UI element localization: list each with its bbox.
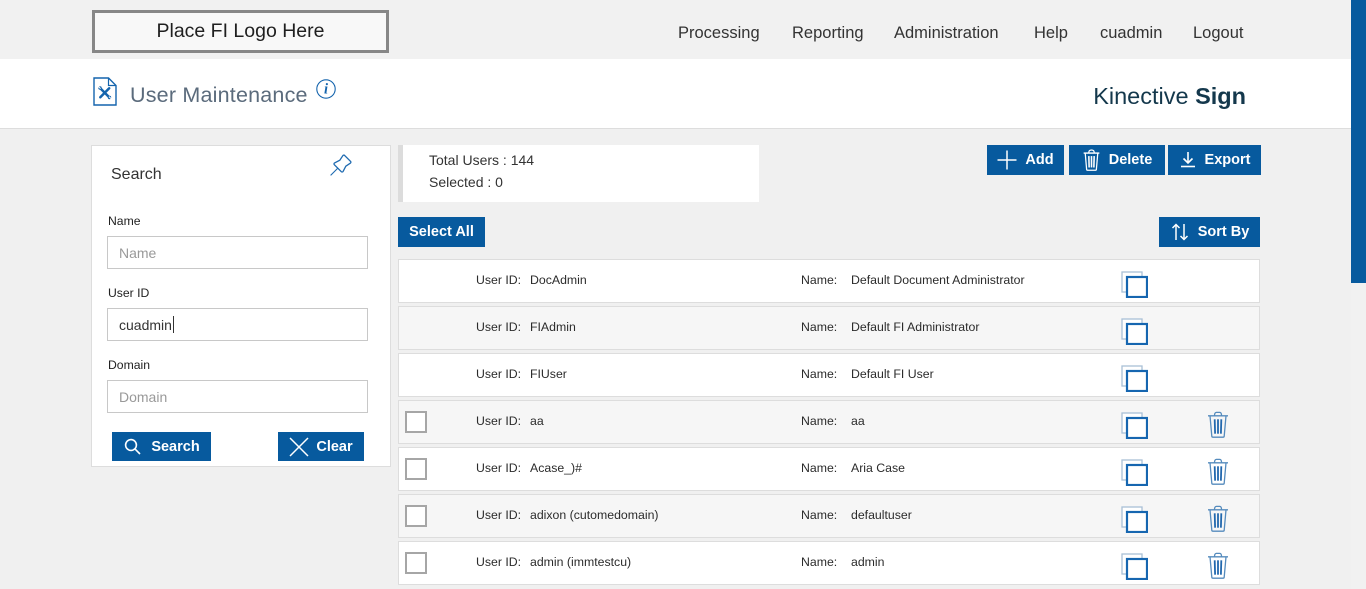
svg-text:i: i <box>324 82 328 98</box>
